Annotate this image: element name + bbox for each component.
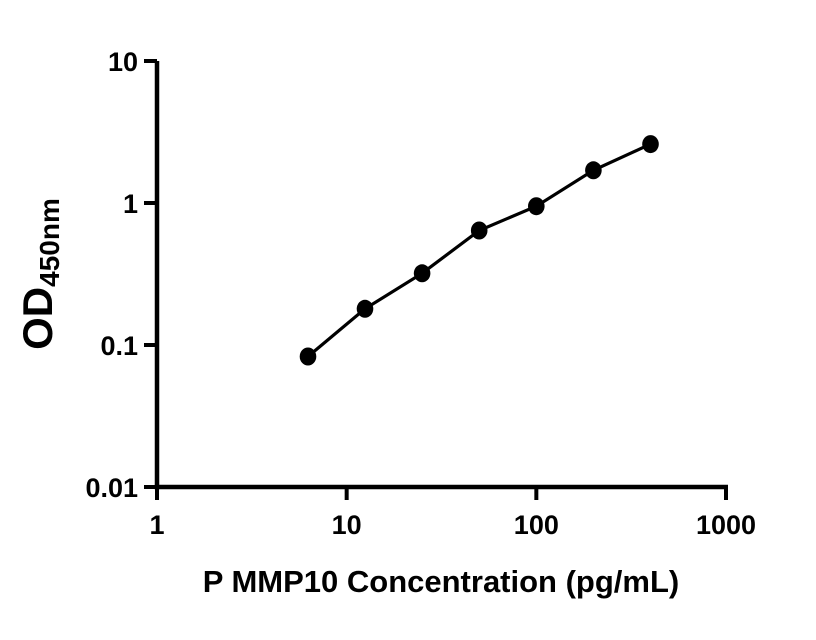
x-tick-label: 1 (149, 510, 164, 540)
data-point (413, 264, 431, 283)
y-tick-label: 0.1 (100, 331, 138, 361)
y-axis-title: OD450nm (14, 198, 65, 350)
data-point (299, 347, 317, 366)
x-tick-label: 10 (332, 510, 362, 540)
y-axis-title-main: OD (14, 287, 61, 350)
y-axis-title-subscript: 450nm (34, 198, 65, 287)
y-tick-label: 1 (123, 189, 138, 219)
data-point (585, 161, 602, 180)
y-tick-label: 10 (108, 47, 138, 77)
data-point (528, 197, 545, 216)
x-tick-label: 100 (514, 510, 559, 540)
data-point (356, 299, 374, 318)
x-tick-label: 1000 (696, 510, 756, 540)
data-point (642, 135, 659, 154)
y-tick-label: 0.01 (85, 473, 138, 503)
data-point (470, 221, 488, 240)
x-axis-title: P MMP10 Concentration (pg/mL) (203, 564, 680, 599)
plot-dynamic-layer: 1 10 100 1000 0.01 0.1 1 10 (85, 47, 756, 540)
